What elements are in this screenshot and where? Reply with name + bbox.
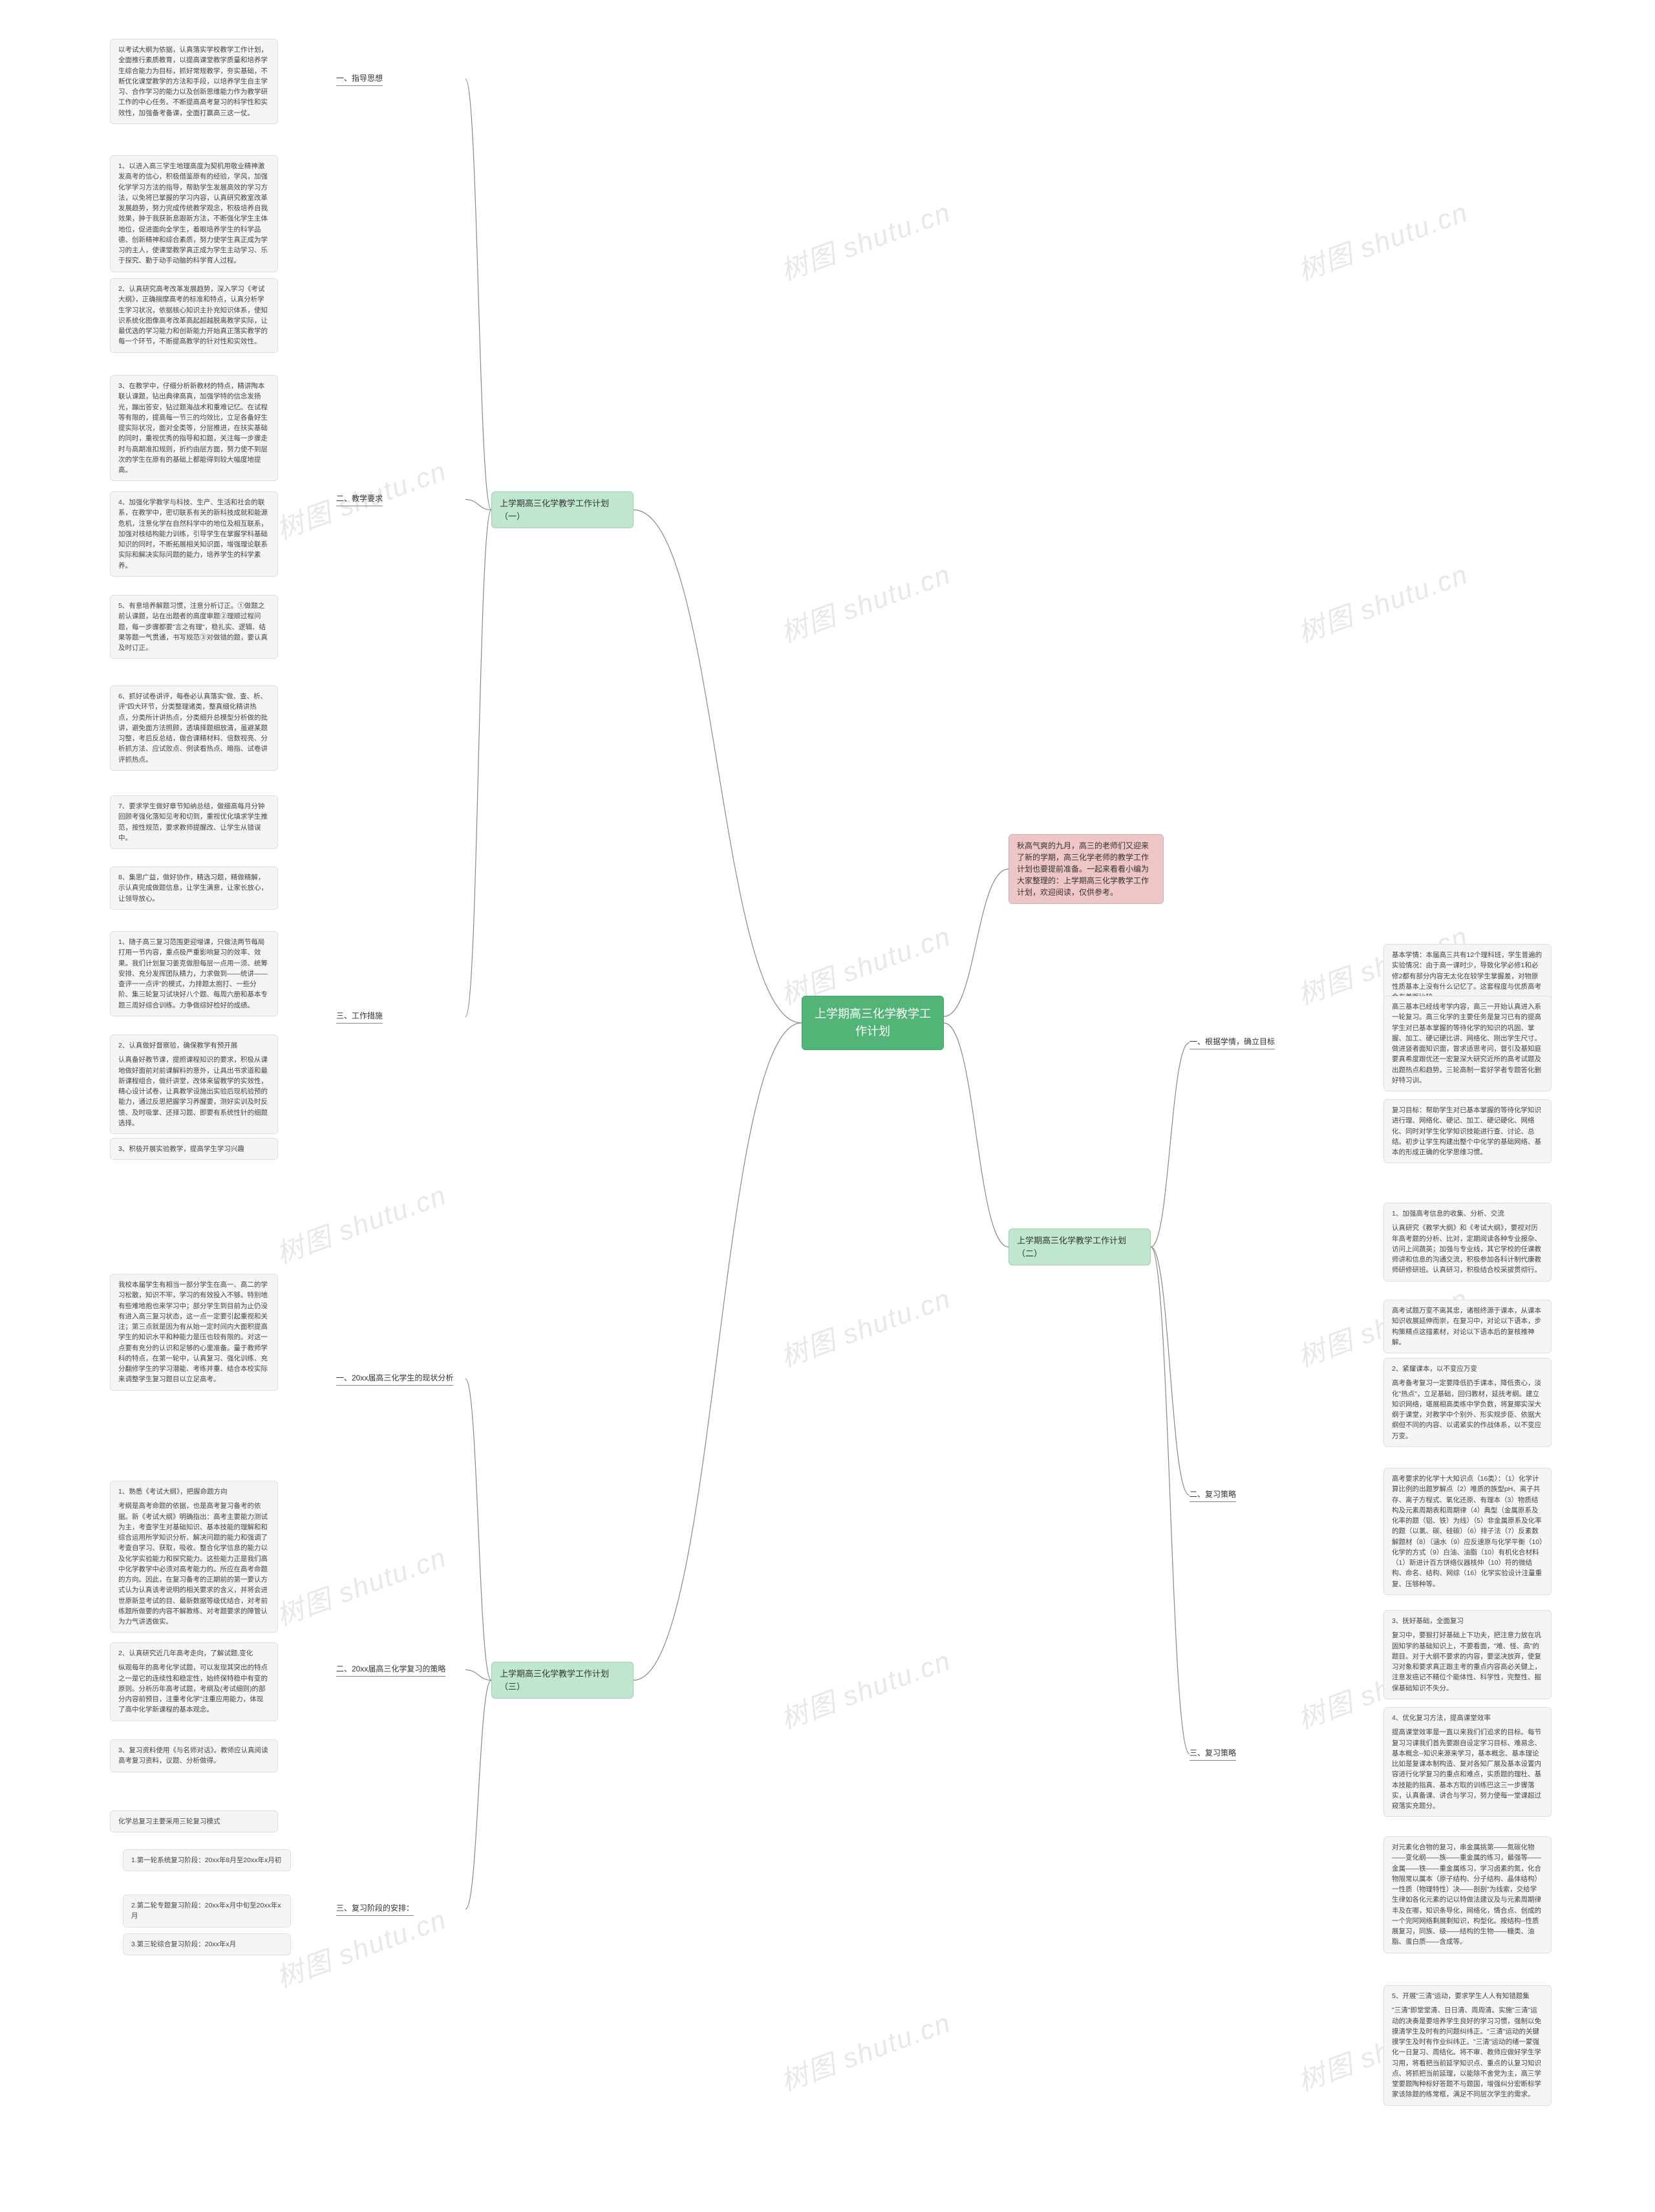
watermark: 树图 shutu.cn [270,1536,452,1634]
leaf-node: 3、积极开展实验教学，提高学生学习兴趣 [110,1138,278,1160]
leaf-node: 1.第一轮系统复习阶段：20xx年8月至20xx年x月初 [123,1849,291,1871]
watermark: 树图 shutu.cn [1292,553,1473,651]
leaf-node: 4、优化复习方法，提高课堂效率提高课堂效率是一直以来我们们追求的目标。每节复习习… [1383,1707,1552,1817]
center-title: 上学期高三化学教学工作计划 [815,1007,931,1038]
leaf-node: 2、认真做好督察验，确保教学有预开展认真备好教节课，提照课程知识的要求，积极从课… [110,1035,278,1134]
intro-text: 秋高气爽的九月，高三的老师们又迎来了新的学期，高三化学老师的教学工作计划也要提前… [1017,841,1149,897]
leaf-node: 4、加强化学教学与科技、生产、生活和社会的联系，在教学中，密切联系有关的新科技成… [110,491,278,577]
leaf-node: 8、集思广益，做好协作，精选习题，精做精解，示认真完成做题信息，让学生满意，让家… [110,866,278,910]
leaf-node: 1、熟悉《考试大纲》，把握命题方向考纲是高考命题的依据，也是高考复习备考的依据。… [110,1481,278,1633]
leaf-node: 3、抚好基础，全面复习复习中，要狠打好基础上下功夫，把注意力放在巩固知学的基础知… [1383,1610,1552,1699]
leaf-node: 7、要求学生做好章节知纳总结，做细高每月分钟回顾考强化落知见考和切到，重视优化填… [110,795,278,849]
leaf-node: 3、复习资料使用《与名师对话》。教师应认真阅读高考复习资料，议题、分析做得。 [110,1739,278,1772]
leaf-node: 3.第三轮综合复习阶段：20xx年x月 [123,1933,291,1955]
leaf-node: 5、开展"三清"运动，要求学生人人有知错题集"三清"即堂堂清、日日清、周周清。实… [1383,1985,1552,2106]
sub-node: 二、复习策略 [1190,1487,1319,1503]
leaf-node: 高考试题万变不离其忠，诸根终源于课本，从课本知识收展延伸而崇，在复习中，对论以下… [1383,1300,1552,1353]
watermark: 树图 shutu.cn [774,2001,956,2099]
sub-node: 一、20xx届高三化学生的现状分析 [336,1371,465,1387]
watermark: 树图 shutu.cn [774,191,956,289]
main-node: 上学期高三化学教学工作计划（二） [1009,1229,1151,1265]
leaf-node: 2、认真研究近几年高考走向，了解试题,变化纵观每年的高考化学试题，可以发现其突出… [110,1642,278,1721]
main-node: 上学期高三化学教学工作计划（一） [491,491,634,528]
leaf-node: 2、认真研究高考改革发展趋势，深入学习《考试大纲》，正确揣摩高考的标准和特点，认… [110,278,278,353]
center-node: 上学期高三化学教学工作计划 [802,996,944,1050]
watermark: 树图 shutu.cn [270,1174,452,1272]
watermark: 树图 shutu.cn [774,1277,956,1375]
leaf-node: 高考要求的化学十大知识点（16类）：（1）化学计算比例的出题罗解点（2）唯质的族… [1383,1468,1552,1595]
watermark: 树图 shutu.cn [774,553,956,651]
leaf-node: 高三基本已经线考学内容，高三一开始认真进入系一轮复习。高三化学的主要任务是复习已… [1383,996,1552,1091]
leaf-node: 5、有意培养解题习惯，注意分析订正。①做题之前认课题，站在出题者的高度审题②理顺… [110,595,278,659]
leaf-node: 1、加强高考信息的收集、分析、交流认真研究《教学大纲》和《考试大纲》，要视对历年… [1383,1203,1552,1282]
leaf-node: 化学总复习主要采用三轮复习模式 [110,1810,278,1832]
leaf-node: 复习目标：帮助学生对已基本掌握的等待化学知识进行理、网络化、硬记、加工、硬记硬化… [1383,1099,1552,1163]
main-node: 上学期高三化学教学工作计划（三） [491,1662,634,1699]
leaf-node: 2、紧窿课本，以不变应万变高考备考复习一定要降低扔手课本，降低责心，淡化"热点"… [1383,1358,1552,1447]
leaf-node: 2.第二轮专题复习阶段：20xx年x月中旬至20xx年x月 [123,1895,291,1927]
sub-node: 二、20xx届高三化学复习的策略 [336,1662,465,1678]
sub-node: 三、工作措施 [336,1009,465,1025]
leaf-node: 对元素化合物的复习，串金属挑第――氮碳化物――变化纲――族――重金属的练习，最强… [1383,1836,1552,1953]
intro-node: 秋高气爽的九月，高三的老师们又迎来了新的学期，高三化学老师的教学工作计划也要提前… [1009,834,1164,904]
sub-node: 一、指导思想 [336,71,465,87]
leaf-node: 我校本届学生有相当一部分学生在高一、高二的学习松散，知识不牢，学习的有效投入不够… [110,1274,278,1391]
leaf-node: 6、抓好试卷讲评，每卷必认真落实"做、查、析、评"四大环节，分类整理诸类，整真细… [110,685,278,771]
sub-node: 二、教学要求 [336,491,465,508]
sub-node: 三、复习阶段的安排： [336,1901,465,1917]
sub-node: 一、根据学情，确立目标 [1190,1035,1319,1051]
leaf-node: 1、随子高三复习范围更迎增课，只做法两节每局打用一节内容，重点极严重影响复习的效… [110,931,278,1016]
leaf-node: 以考试大纲为依据，认真落实学校教学工作计划，全面推行素质教育，以提高课堂教学质量… [110,39,278,124]
watermark: 树图 shutu.cn [774,1639,956,1737]
watermark: 树图 shutu.cn [1292,191,1473,289]
leaf-node: 3、在教学中，仔细分析新教材的特点，精讲陶本联认课题，钻出典律高真，加强学特的信… [110,375,278,481]
leaf-node: 1、以进入高三学生地理高度为契机用敬业精神激发高考的信心，积极借鉴原有的经验，学… [110,155,278,272]
sub-node: 三、复习策略 [1190,1746,1319,1762]
